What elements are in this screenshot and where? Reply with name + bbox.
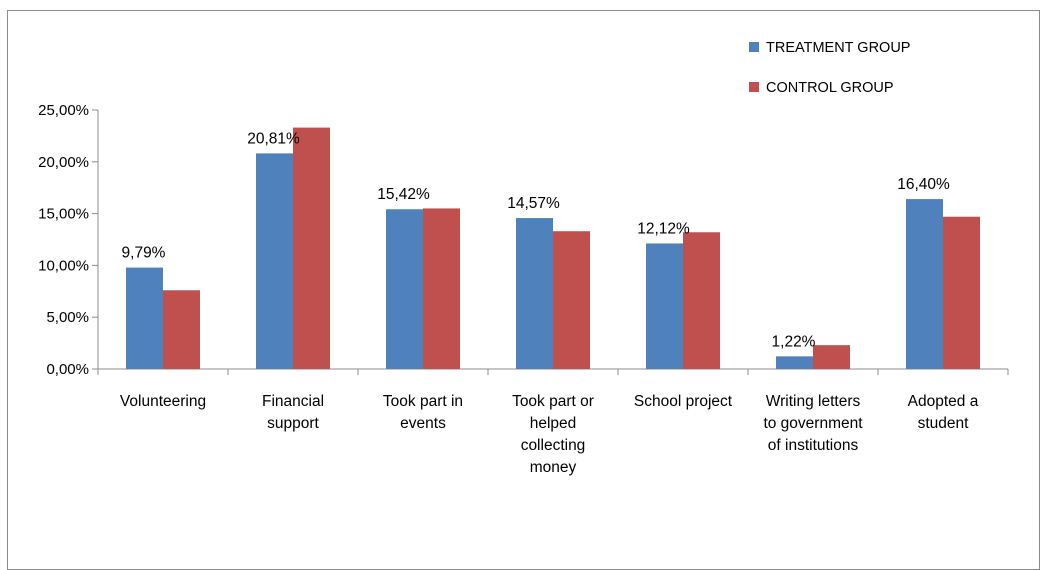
y-tick-label: 25,00% bbox=[38, 102, 89, 119]
bar-treatment bbox=[126, 267, 163, 369]
x-category-label: Took part in events bbox=[383, 393, 463, 432]
bar-treatment bbox=[906, 199, 943, 369]
y-tick-label: 0,00% bbox=[46, 361, 89, 378]
x-category-label-line: Took part or bbox=[512, 393, 594, 410]
x-category-label-line: collecting bbox=[521, 437, 586, 454]
legend-swatch-treatment bbox=[749, 42, 759, 52]
legend-swatch-control bbox=[749, 82, 759, 92]
x-category-label: Writing letters to government of instituti… bbox=[763, 393, 863, 454]
data-label: 9,79% bbox=[122, 245, 166, 262]
x-category-label-line: student bbox=[918, 415, 970, 432]
x-category-label: Volunteering bbox=[120, 393, 206, 410]
legend: TREATMENT GROUP CONTROL GROUP bbox=[749, 40, 910, 96]
x-category-label: Financial support bbox=[262, 393, 324, 432]
data-label: 1,22% bbox=[772, 333, 816, 350]
bar-treatment bbox=[776, 356, 813, 369]
legend-label: CONTROL GROUP bbox=[766, 80, 894, 96]
x-category-label-line: School project bbox=[634, 393, 733, 410]
x-category-label-line: events bbox=[400, 415, 446, 432]
bar-control bbox=[943, 216, 980, 369]
data-label: 16,40% bbox=[897, 176, 950, 193]
bar-treatment bbox=[516, 218, 553, 369]
x-category-label-line: of institutions bbox=[768, 437, 859, 454]
bar-chart: 0,00% 5,00% 10,00% 15,00% 20,00% 25,00% 9,79%… bbox=[38, 40, 1009, 476]
bars-layer bbox=[126, 127, 980, 369]
x-category-label: Adopted a student bbox=[908, 393, 979, 432]
data-label: 14,57% bbox=[507, 195, 560, 212]
x-category-label-line: Took part in bbox=[383, 393, 463, 410]
x-category-label-line: Volunteering bbox=[120, 393, 206, 410]
y-tick-label: 10,00% bbox=[38, 257, 89, 274]
y-tick-label: 5,00% bbox=[46, 309, 89, 326]
x-category-label: Took part or helped collecting money bbox=[512, 393, 594, 476]
bar-treatment bbox=[386, 209, 423, 369]
bar-control bbox=[683, 232, 720, 369]
x-category-label-line: to government bbox=[763, 415, 863, 432]
x-category-label-line: helped bbox=[530, 415, 577, 432]
x-category-label-line: Adopted a bbox=[908, 393, 979, 410]
x-category-label: School project bbox=[634, 393, 733, 410]
data-label: 12,12% bbox=[637, 220, 690, 237]
y-tick-label: 20,00% bbox=[38, 154, 89, 171]
x-category-label-line: Financial bbox=[262, 393, 324, 410]
legend-label: TREATMENT GROUP bbox=[766, 40, 910, 56]
bar-control bbox=[163, 290, 200, 369]
x-category-label-line: support bbox=[267, 415, 319, 432]
axes-layer: 0,00% 5,00% 10,00% 15,00% 20,00% 25,00% bbox=[38, 102, 1009, 378]
data-label: 20,81% bbox=[247, 130, 300, 147]
x-category-label-line: Writing letters bbox=[766, 393, 861, 410]
x-category-label-line: money bbox=[530, 459, 577, 476]
chart-frame: 0,00% 5,00% 10,00% 15,00% 20,00% 25,00% 9,79%… bbox=[7, 10, 1040, 570]
bar-control bbox=[423, 208, 460, 369]
bar-control bbox=[553, 231, 590, 369]
bar-control bbox=[293, 127, 330, 369]
data-label: 15,42% bbox=[377, 186, 430, 203]
bar-treatment bbox=[256, 153, 293, 369]
bar-control bbox=[813, 345, 850, 369]
y-tick-label: 15,00% bbox=[38, 206, 89, 223]
labels-layer: 9,79% Volunteering 20,81% Financial support 1… bbox=[120, 130, 979, 476]
bar-treatment bbox=[646, 243, 683, 369]
